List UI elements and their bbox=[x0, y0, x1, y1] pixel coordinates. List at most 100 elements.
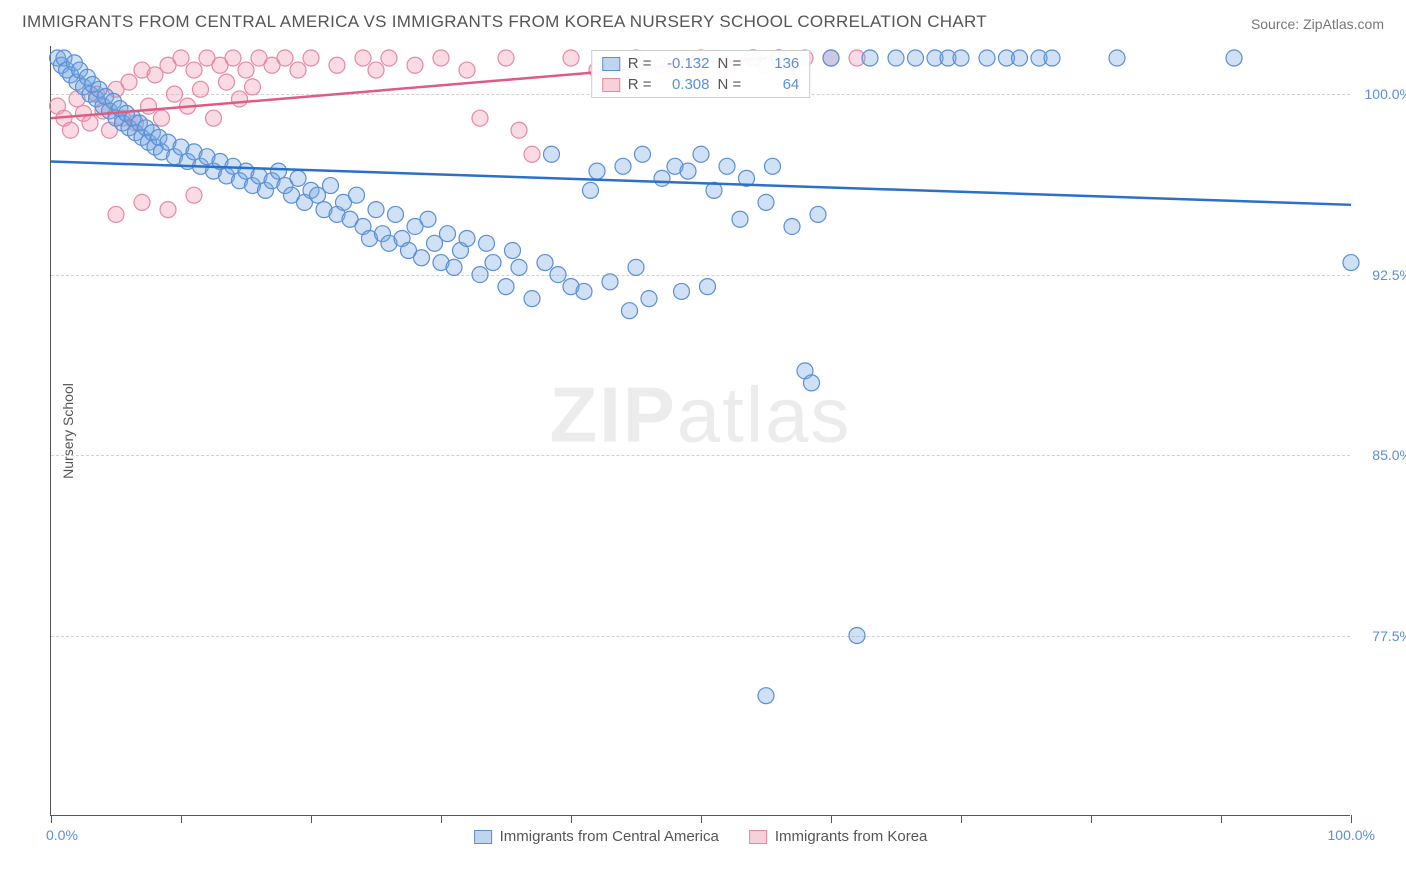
data-point bbox=[225, 50, 241, 66]
data-point bbox=[602, 274, 618, 290]
scatter-svg bbox=[51, 46, 1350, 815]
swatch-blue bbox=[474, 830, 492, 844]
r-label: R = bbox=[628, 55, 652, 72]
n-label: N = bbox=[718, 76, 742, 93]
legend-row-pink: R = 0.308 N = 64 bbox=[602, 74, 800, 95]
data-point bbox=[823, 50, 839, 66]
data-point bbox=[765, 158, 781, 174]
data-point bbox=[63, 122, 79, 138]
x-tick bbox=[311, 815, 312, 823]
data-point bbox=[290, 62, 306, 78]
data-point bbox=[459, 62, 475, 78]
data-point bbox=[498, 50, 514, 66]
plot-area: ZIPatlas R = -0.132 N = 136 R = 0.308 N … bbox=[50, 46, 1350, 816]
data-point bbox=[505, 243, 521, 259]
swatch-pink bbox=[749, 830, 767, 844]
data-point bbox=[407, 57, 423, 73]
n-value-pink: 64 bbox=[749, 76, 799, 93]
data-point bbox=[810, 206, 826, 222]
source-label: Source: bbox=[1251, 16, 1303, 32]
x-tick bbox=[181, 815, 182, 823]
data-point bbox=[511, 122, 527, 138]
data-point bbox=[271, 163, 287, 179]
data-point bbox=[1012, 50, 1028, 66]
data-point bbox=[622, 303, 638, 319]
chart-title: IMMIGRANTS FROM CENTRAL AMERICA VS IMMIG… bbox=[22, 12, 987, 32]
data-point bbox=[414, 250, 430, 266]
data-point bbox=[550, 267, 566, 283]
data-point bbox=[732, 211, 748, 227]
data-point bbox=[388, 206, 404, 222]
x-tick bbox=[571, 815, 572, 823]
data-point bbox=[498, 279, 514, 295]
data-point bbox=[108, 206, 124, 222]
data-point bbox=[862, 50, 878, 66]
data-point bbox=[1044, 50, 1060, 66]
data-point bbox=[440, 226, 456, 242]
data-point bbox=[576, 283, 592, 299]
data-point bbox=[186, 187, 202, 203]
data-point bbox=[524, 291, 540, 307]
data-point bbox=[290, 170, 306, 186]
y-tick-label: 92.5% bbox=[1372, 267, 1406, 283]
legend-row-blue: R = -0.132 N = 136 bbox=[602, 53, 800, 74]
data-point bbox=[953, 50, 969, 66]
data-point bbox=[446, 259, 462, 275]
chart-header: IMMIGRANTS FROM CENTRAL AMERICA VS IMMIG… bbox=[0, 0, 1406, 38]
data-point bbox=[849, 628, 865, 644]
x-tick bbox=[51, 815, 52, 823]
source-link[interactable]: ZipAtlas.com bbox=[1303, 16, 1384, 32]
data-point bbox=[674, 283, 690, 299]
series-name-pink: Immigrants from Korea bbox=[775, 828, 928, 845]
data-point bbox=[654, 170, 670, 186]
data-point bbox=[368, 202, 384, 218]
x-tick bbox=[961, 815, 962, 823]
y-tick-label: 100.0% bbox=[1365, 86, 1406, 102]
x-max-label: 100.0% bbox=[1328, 827, 1375, 843]
series-legend: Immigrants from Central America Immigran… bbox=[474, 828, 928, 845]
data-point bbox=[700, 279, 716, 295]
data-point bbox=[420, 211, 436, 227]
x-tick bbox=[1221, 815, 1222, 823]
x-tick bbox=[831, 815, 832, 823]
data-point bbox=[628, 259, 644, 275]
data-point bbox=[219, 74, 235, 90]
x-tick bbox=[701, 815, 702, 823]
data-point bbox=[589, 163, 605, 179]
data-point bbox=[758, 688, 774, 704]
data-point bbox=[479, 235, 495, 251]
r-value-blue: -0.132 bbox=[660, 55, 710, 72]
x-tick bbox=[1351, 815, 1352, 823]
data-point bbox=[459, 231, 475, 247]
data-point bbox=[381, 50, 397, 66]
y-tick-label: 77.5% bbox=[1372, 628, 1406, 644]
data-point bbox=[186, 62, 202, 78]
data-point bbox=[206, 110, 222, 126]
data-point bbox=[680, 163, 696, 179]
data-point bbox=[303, 50, 319, 66]
data-point bbox=[173, 50, 189, 66]
data-point bbox=[160, 202, 176, 218]
data-point bbox=[979, 50, 995, 66]
swatch-blue bbox=[602, 57, 620, 71]
data-point bbox=[908, 50, 924, 66]
data-point bbox=[323, 178, 339, 194]
data-point bbox=[524, 146, 540, 162]
source-attribution: Source: ZipAtlas.com bbox=[1251, 16, 1384, 32]
data-point bbox=[238, 62, 254, 78]
series-legend-item-pink: Immigrants from Korea bbox=[749, 828, 928, 845]
data-point bbox=[193, 81, 209, 97]
chart-container: Nursery School ZIPatlas R = -0.132 N = 1… bbox=[40, 46, 1380, 816]
x-min-label: 0.0% bbox=[46, 827, 78, 843]
r-value-pink: 0.308 bbox=[660, 76, 710, 93]
data-point bbox=[277, 50, 293, 66]
data-point bbox=[472, 110, 488, 126]
data-point bbox=[1226, 50, 1242, 66]
swatch-pink bbox=[602, 78, 620, 92]
data-point bbox=[563, 50, 579, 66]
data-point bbox=[349, 187, 365, 203]
data-point bbox=[329, 57, 345, 73]
data-point bbox=[167, 86, 183, 102]
n-label: N = bbox=[718, 55, 742, 72]
data-point bbox=[1109, 50, 1125, 66]
